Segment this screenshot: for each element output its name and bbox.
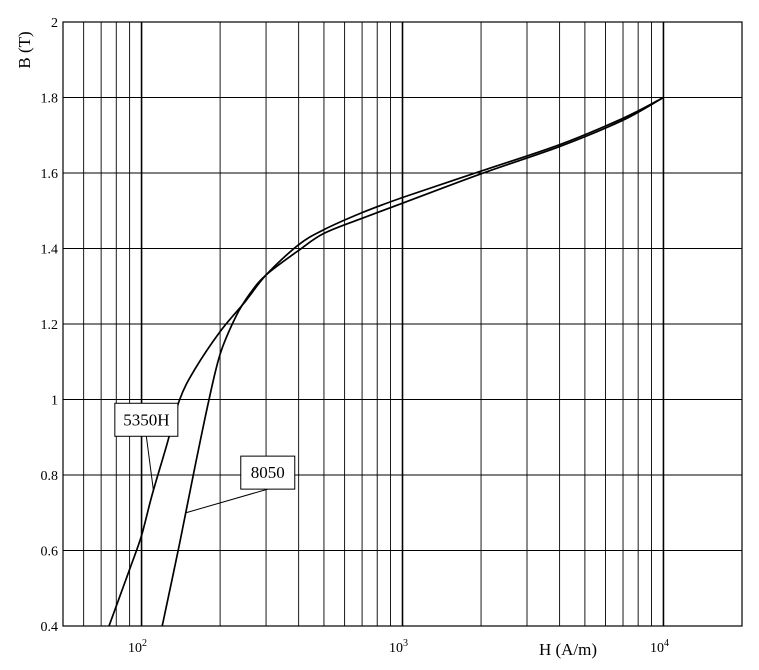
plot-frame (62, 21, 743, 627)
callout-8050: 8050 (185, 455, 296, 514)
y-tick-label: 1.2 (41, 318, 59, 333)
y-tick-label: 1.8 (41, 92, 59, 107)
series-line-5350h (108, 96, 664, 626)
callout-leader-line (185, 488, 268, 514)
tick-labels: 0.4 0.6 0.8 1 1.2 1.4 1.6 1.8 2 102 103 104 (41, 16, 669, 656)
y-tick-label: 0.6 (41, 545, 59, 560)
callout-label: 8050 (251, 463, 285, 482)
callout-box (240, 455, 296, 490)
y-tick-label: 0.8 (41, 469, 59, 484)
y-tick-label: 1.4 (41, 243, 59, 258)
y-axis-label: B (T) (15, 31, 34, 68)
x-axis-label: H (A/m) (539, 640, 597, 659)
callout-box (114, 402, 179, 437)
callout-label: 5350H (123, 410, 169, 429)
series-line-8050 (161, 96, 664, 626)
callout-leader-line (145, 436, 154, 491)
series-group (108, 96, 664, 626)
y-tick-label: 1.6 (41, 167, 59, 182)
x-tick-label: 103 (389, 638, 408, 656)
annotation-group: 5350H 8050 (114, 402, 296, 514)
y-tick-label: 1 (51, 394, 58, 409)
x-tick-label: 102 (128, 638, 147, 656)
grid (63, 22, 742, 626)
callout-5350h: 5350H (114, 402, 179, 491)
x-tick-label: 104 (650, 638, 669, 656)
y-tick-label: 2 (51, 16, 58, 31)
y-tick-label: 0.4 (41, 620, 59, 635)
plot-border (62, 21, 743, 627)
